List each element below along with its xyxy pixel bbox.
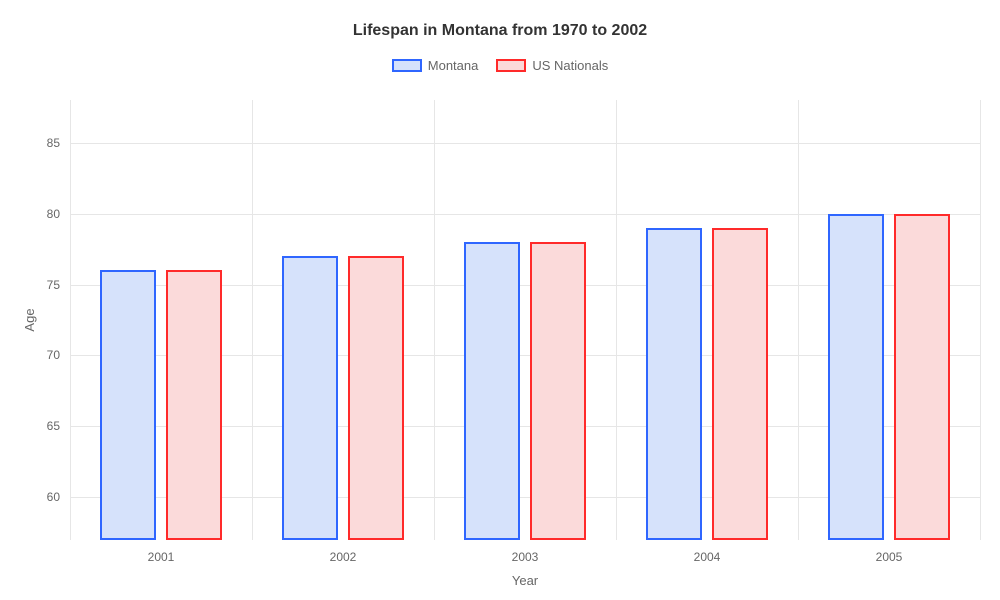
legend: Montana US Nationals (0, 58, 1000, 73)
xtick-label: 2004 (694, 540, 721, 564)
legend-item-1: US Nationals (496, 58, 608, 73)
bar-montana (282, 256, 338, 540)
ytick-label: 75 (47, 278, 70, 292)
bar-us-nationals (530, 242, 586, 540)
bar-us-nationals (712, 228, 768, 540)
gridline-v (980, 100, 981, 540)
ytick-label: 80 (47, 207, 70, 221)
ytick-label: 65 (47, 419, 70, 433)
plot-area: Age Year 6065707580852001200220032004200… (70, 100, 980, 540)
legend-swatch-1 (496, 59, 526, 72)
chart-title: Lifespan in Montana from 1970 to 2002 (0, 0, 1000, 40)
bar-montana (100, 270, 156, 540)
bar-montana (464, 242, 520, 540)
gridline-v (434, 100, 435, 540)
gridline-v (616, 100, 617, 540)
bar-montana (828, 214, 884, 540)
legend-label-0: Montana (428, 58, 479, 73)
xaxis-label: Year (512, 573, 538, 588)
xtick-label: 2003 (512, 540, 539, 564)
ytick-label: 70 (47, 348, 70, 362)
legend-swatch-0 (392, 59, 422, 72)
bar-us-nationals (894, 214, 950, 540)
bar-us-nationals (348, 256, 404, 540)
gridline-h (70, 143, 980, 144)
legend-item-0: Montana (392, 58, 479, 73)
xtick-label: 2001 (148, 540, 175, 564)
bar-us-nationals (166, 270, 222, 540)
gridline-v (70, 100, 71, 540)
yaxis-label: Age (22, 308, 37, 331)
bar-montana (646, 228, 702, 540)
legend-label-1: US Nationals (532, 58, 608, 73)
xtick-label: 2005 (876, 540, 903, 564)
ytick-label: 60 (47, 490, 70, 504)
xtick-label: 2002 (330, 540, 357, 564)
ytick-label: 85 (47, 136, 70, 150)
gridline-v (252, 100, 253, 540)
gridline-v (798, 100, 799, 540)
